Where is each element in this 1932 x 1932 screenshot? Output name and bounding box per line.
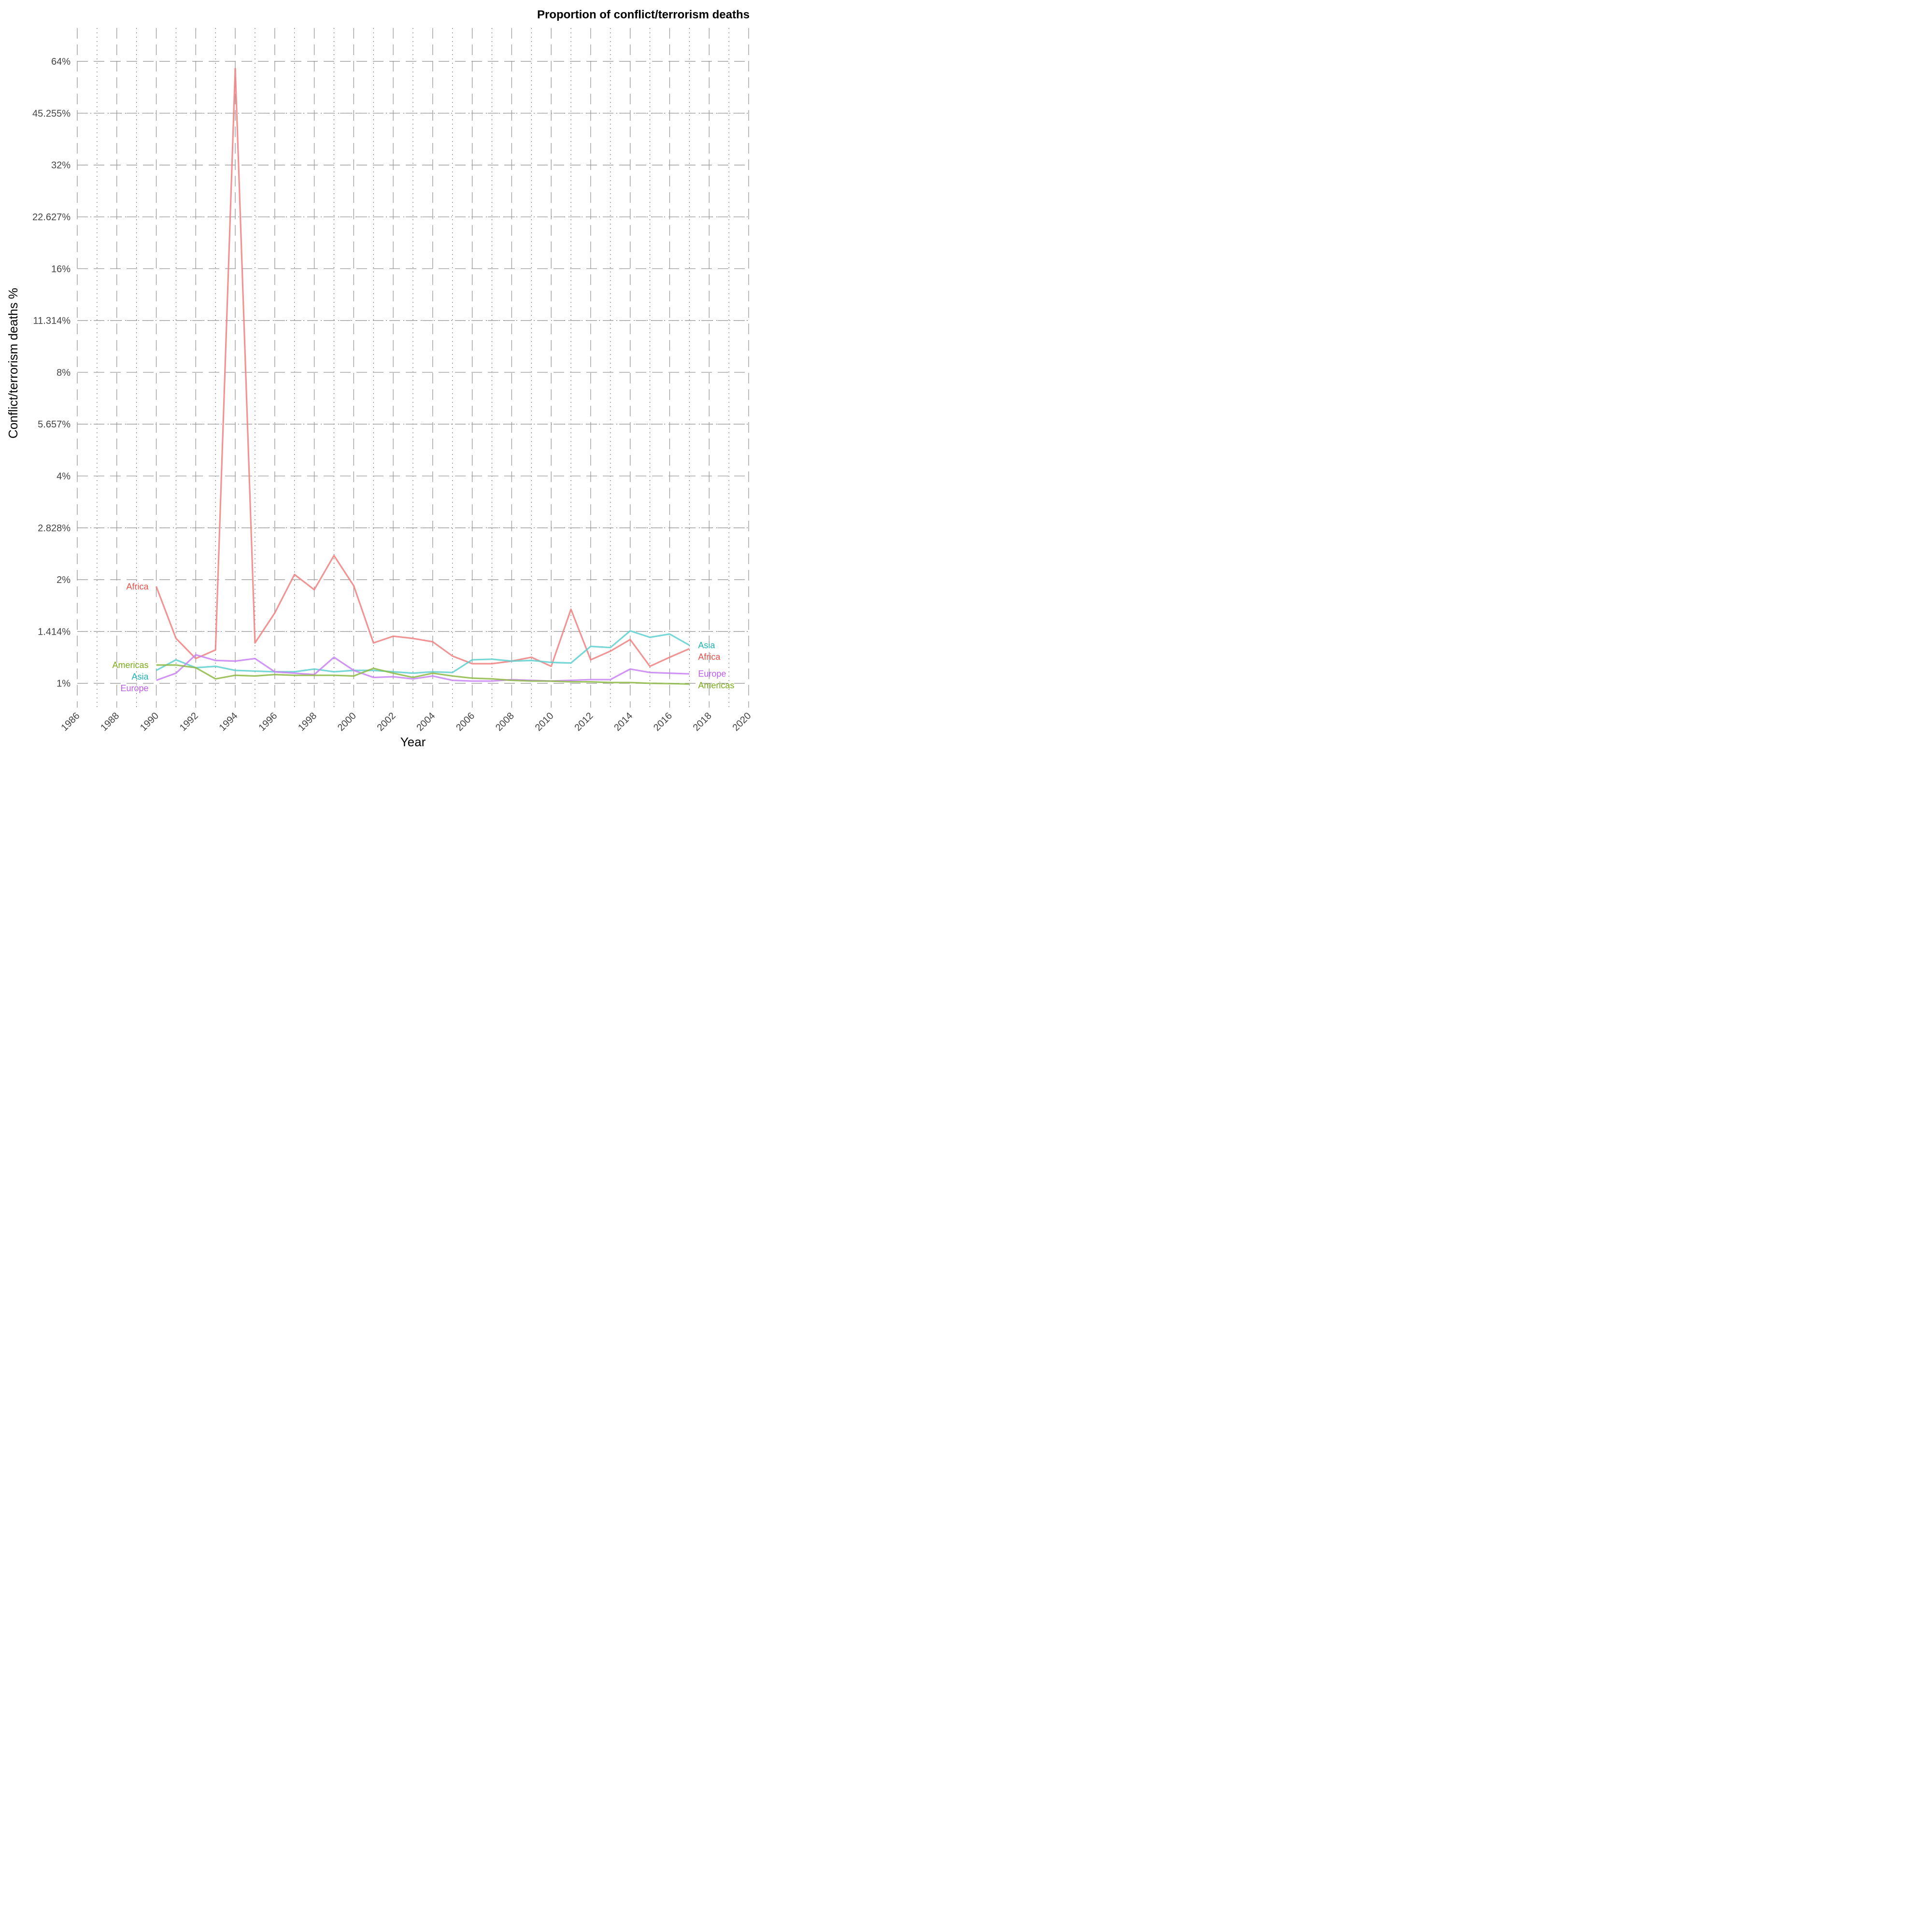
x-tick-label: 2004 bbox=[414, 710, 437, 733]
x-tick-label: 2012 bbox=[572, 710, 595, 733]
y-axis-title: Conflict/terrorism deaths % bbox=[6, 288, 20, 439]
series-label-asia: Asia bbox=[132, 672, 149, 682]
series-label-africa: Africa bbox=[698, 652, 721, 662]
x-tick-label: 2008 bbox=[494, 710, 516, 733]
series-label-europe: Europe bbox=[698, 669, 726, 679]
x-tick-label: 1986 bbox=[59, 710, 82, 733]
x-tick-label: 1994 bbox=[217, 710, 240, 733]
x-tick-label: 2016 bbox=[652, 710, 674, 733]
x-axis-title: Year bbox=[400, 735, 426, 749]
y-axis-ticks: 1% 1.414% 2% 2.828% 4% 5.657% 8% 11.314% 16% 22.6… bbox=[32, 57, 71, 689]
series-line-asia bbox=[156, 630, 690, 674]
series-label-americas: Americas bbox=[698, 681, 734, 690]
major-gridlines bbox=[77, 28, 749, 708]
x-tick-label: 1992 bbox=[178, 710, 200, 733]
y-tick-label: 22.627% bbox=[32, 212, 71, 223]
series-line-americas bbox=[156, 664, 690, 685]
y-tick-label: 5.657% bbox=[38, 419, 71, 430]
y-tick-label: 32% bbox=[51, 160, 71, 171]
y-tick-label: 1% bbox=[57, 679, 71, 689]
x-tick-label: 2010 bbox=[533, 710, 556, 733]
chart-title: Proportion of conflict/terrorism deaths bbox=[537, 8, 750, 21]
series-label-asia: Asia bbox=[698, 640, 715, 650]
y-tick-label: 1.414% bbox=[38, 626, 71, 637]
chart-container: Asia Africa Europe Americas Africa Americas A… bbox=[0, 0, 757, 757]
y-tick-label: 16% bbox=[51, 264, 71, 274]
x-tick-label: 1988 bbox=[99, 710, 121, 733]
series-end-labels: Asia Africa Europe Americas bbox=[698, 640, 734, 690]
x-tick-label: 2014 bbox=[612, 710, 635, 733]
y-tick-label: 64% bbox=[51, 57, 71, 67]
x-axis-ticks: 1986 1988 1990 1992 1994 1996 1998 2000 2002 2004… bbox=[59, 710, 753, 733]
series-label-europe: Europe bbox=[120, 683, 148, 693]
y-tick-label: 8% bbox=[57, 368, 71, 378]
x-tick-label: 2006 bbox=[454, 710, 477, 733]
x-tick-label: 2020 bbox=[731, 710, 753, 733]
series-line-africa bbox=[156, 68, 690, 668]
series-label-americas: Americas bbox=[113, 660, 149, 670]
x-tick-label: 1996 bbox=[256, 710, 279, 733]
series-label-africa: Africa bbox=[127, 582, 149, 591]
x-tick-label: 2002 bbox=[375, 710, 398, 733]
x-tick-label: 1998 bbox=[296, 710, 319, 733]
x-tick-label: 2000 bbox=[336, 710, 358, 733]
series-lines bbox=[156, 68, 690, 685]
y-tick-label: 4% bbox=[57, 471, 71, 482]
minor-gridlines bbox=[77, 28, 749, 708]
y-tick-label: 2% bbox=[57, 575, 71, 585]
x-tick-label: 2018 bbox=[691, 710, 714, 733]
x-tick-label: 1990 bbox=[138, 710, 161, 733]
series-line-europe bbox=[156, 654, 690, 682]
y-tick-label: 11.314% bbox=[33, 316, 71, 327]
y-tick-label: 45.255% bbox=[32, 108, 71, 119]
y-tick-label: 2.828% bbox=[38, 523, 71, 534]
